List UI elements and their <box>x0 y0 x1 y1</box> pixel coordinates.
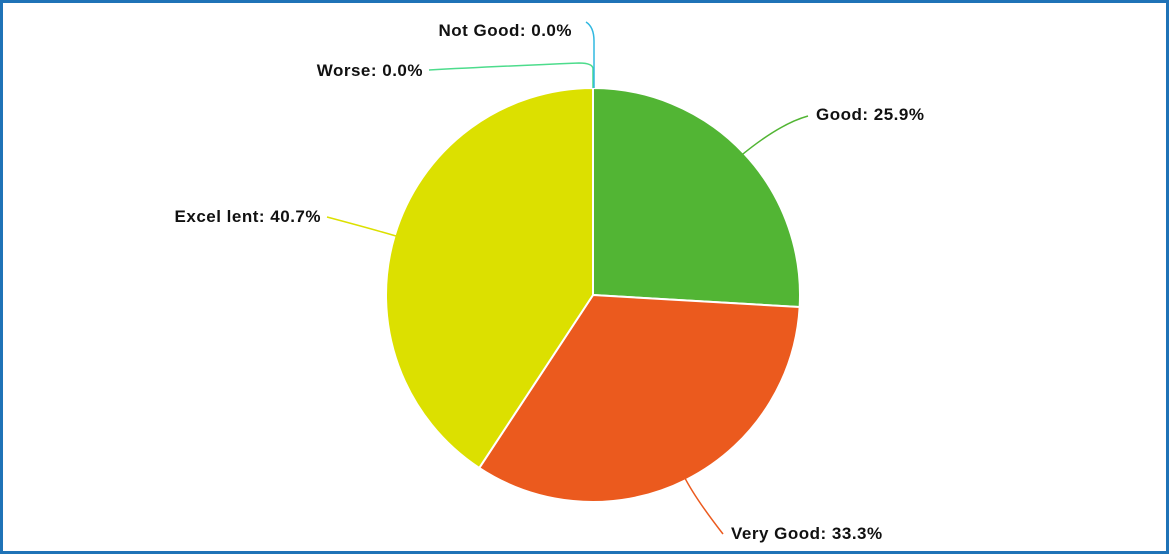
slices-layer <box>385 86 801 503</box>
leader-line-excellent <box>326 216 399 238</box>
leader-lines <box>326 21 809 535</box>
slice-labels: Good: 25.9% Very Good: 33.3% Excel lent: 4… <box>175 21 924 543</box>
pie-chart: Good: 25.9% Very Good: 33.3% Excel lent: 4… <box>175 21 924 543</box>
pie-slice-good <box>592 86 801 309</box>
slice-label-worse: Worse: 0.0% <box>317 61 423 80</box>
slice-label-good: Good: 25.9% <box>816 105 924 124</box>
slice-label-not-good: Not Good: 0.0% <box>438 21 572 40</box>
leader-line-worse <box>428 62 594 88</box>
leader-line-very-good <box>683 475 724 535</box>
slice-label-very-good: Very Good: 33.3% <box>731 524 883 543</box>
slice-label-excellent: Excel lent: 40.7% <box>175 207 321 226</box>
leader-line-not-good <box>585 21 595 88</box>
leader-line-good <box>738 115 809 158</box>
